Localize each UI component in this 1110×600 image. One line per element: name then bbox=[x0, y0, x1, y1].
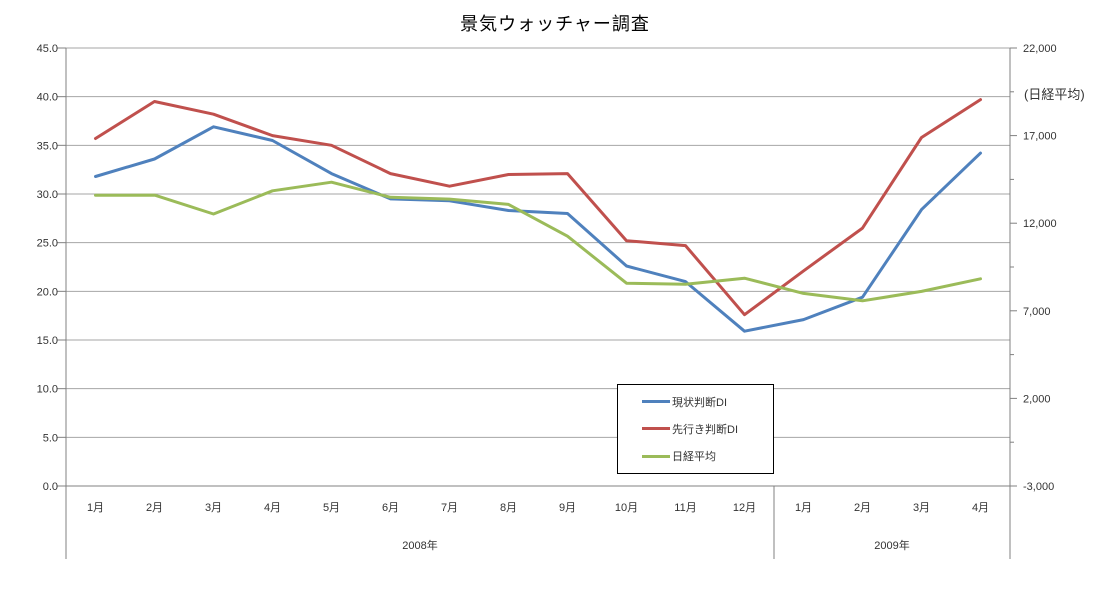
x-tick-label: 1月 bbox=[87, 502, 104, 514]
x-tick-label: 9月 bbox=[559, 502, 576, 514]
x-tick-label: 4月 bbox=[972, 502, 989, 514]
x-tick-label: 8月 bbox=[500, 502, 517, 514]
y-left-tick-label: 35.0 bbox=[37, 140, 58, 152]
x-tick-label: 11月 bbox=[674, 502, 696, 514]
y-left-tick-label: 45.0 bbox=[37, 43, 58, 55]
y-left-tick-label: 30.0 bbox=[37, 189, 58, 201]
right-axis-caption: (日経平均) bbox=[1024, 87, 1085, 102]
y-left-tick-label: 25.0 bbox=[37, 238, 58, 250]
y-right-tick-label: -3,000 bbox=[1023, 481, 1054, 493]
x-tick-label: 2月 bbox=[146, 502, 163, 514]
x-tick-label: 5月 bbox=[323, 502, 340, 514]
y-right-tick-label: 22,000 bbox=[1023, 43, 1057, 55]
y-right-tick-label: 17,000 bbox=[1023, 131, 1057, 143]
legend-label: 日経平均 bbox=[672, 451, 716, 464]
legend-item-nikkei: 日経平均 bbox=[618, 448, 773, 464]
legend-line-swatch-icon bbox=[642, 400, 670, 404]
series-line-現状判断DI bbox=[94, 125, 982, 333]
y-right-tick-label: 2,000 bbox=[1023, 393, 1051, 405]
year-label: 2009年 bbox=[874, 538, 909, 552]
legend-label: 先行き判断DI bbox=[672, 423, 738, 436]
series-line-先行き判断DI bbox=[94, 98, 982, 317]
chart-title: 景気ウォッチャー調査 bbox=[460, 14, 650, 34]
x-tick-label: 7月 bbox=[441, 502, 458, 514]
x-tick-label: 3月 bbox=[205, 502, 222, 514]
year-label: 2008年 bbox=[402, 538, 437, 552]
x-tick-label: 1月 bbox=[795, 502, 812, 514]
legend-line-swatch-icon bbox=[642, 454, 670, 458]
y-left-tick-label: 10.0 bbox=[37, 384, 58, 396]
x-tick-label: 10月 bbox=[615, 502, 638, 514]
x-tick-label: 2月 bbox=[854, 502, 871, 514]
y-left-tick-label: 0.0 bbox=[43, 481, 58, 493]
legend-item-sakiyuki-di: 先行き判断DI bbox=[618, 421, 773, 437]
x-tick-label: 6月 bbox=[382, 502, 399, 514]
y-left-tick-label: 15.0 bbox=[37, 335, 58, 347]
y-right-tick-label: 7,000 bbox=[1023, 306, 1051, 318]
y-left-tick-label: 40.0 bbox=[37, 92, 58, 104]
x-tick-label: 12月 bbox=[733, 502, 756, 514]
y-right-tick-label: 12,000 bbox=[1023, 218, 1057, 230]
legend-line-swatch-icon bbox=[642, 427, 670, 431]
legend-label: 現状判断DI bbox=[672, 396, 727, 409]
x-tick-label: 3月 bbox=[913, 502, 930, 514]
y-left-tick-label: 5.0 bbox=[43, 432, 58, 444]
legend-item-genjo-di: 現状判断DI bbox=[618, 394, 773, 410]
series-line-日経平均 bbox=[94, 180, 982, 303]
x-tick-label: 4月 bbox=[264, 502, 281, 514]
legend: 現状判断DI 先行き判断DI 日経平均 bbox=[617, 384, 774, 474]
y-left-tick-label: 20.0 bbox=[37, 286, 58, 298]
